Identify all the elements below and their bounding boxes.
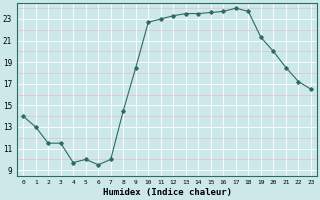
X-axis label: Humidex (Indice chaleur): Humidex (Indice chaleur) bbox=[102, 188, 232, 197]
